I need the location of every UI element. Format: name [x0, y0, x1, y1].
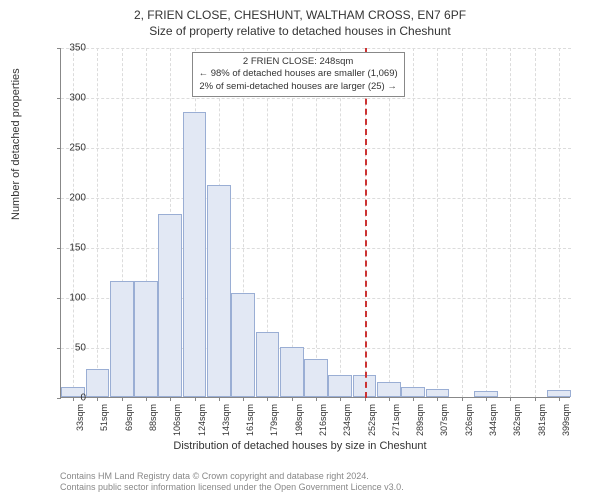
histogram-bar [207, 185, 231, 397]
annotation-line-0: 2 FRIEN CLOSE: 248sqm [199, 56, 398, 68]
xtick-mark [462, 397, 463, 401]
gridline-v [535, 48, 536, 398]
xtick-mark [292, 397, 293, 401]
xtick-mark [170, 397, 171, 401]
histogram-bar [377, 382, 401, 397]
xtick-mark [437, 397, 438, 401]
annotation-marker-line [365, 48, 367, 398]
xtick-label: 33sqm [75, 404, 85, 431]
xtick-mark [267, 397, 268, 401]
gridline-v [97, 48, 98, 398]
y-axis-label: Number of detached properties [10, 68, 22, 220]
xtick-label: 344sqm [488, 404, 498, 436]
gridline-v [437, 48, 438, 398]
xtick-mark [413, 397, 414, 401]
xtick-label: 252sqm [367, 404, 377, 436]
histogram-bar [328, 375, 352, 397]
xtick-label: 198sqm [294, 404, 304, 436]
xtick-label: 88sqm [148, 404, 158, 431]
xtick-label: 362sqm [512, 404, 522, 436]
xtick-label: 271sqm [391, 404, 401, 436]
histogram-bar [256, 332, 280, 397]
gridline-v [559, 48, 560, 398]
histogram-bar [110, 281, 134, 397]
xtick-label: 399sqm [561, 404, 571, 436]
ytick-label: 150 [56, 243, 86, 254]
histogram-bar [231, 293, 255, 397]
gridline-v [510, 48, 511, 398]
xtick-mark [219, 397, 220, 401]
ytick-label: 50 [56, 343, 86, 354]
xtick-mark [340, 397, 341, 401]
histogram-bar [280, 347, 304, 397]
xtick-label: 161sqm [245, 404, 255, 436]
xtick-mark [195, 397, 196, 401]
xtick-label: 69sqm [124, 404, 134, 431]
histogram-bar [134, 281, 158, 397]
annotation-callout-box: 2 FRIEN CLOSE: 248sqm← 98% of detached h… [192, 52, 405, 97]
gridline-v [389, 48, 390, 398]
xtick-label: 179sqm [269, 404, 279, 436]
gridline-v [316, 48, 317, 398]
gridline-v [340, 48, 341, 398]
histogram-bar [158, 214, 182, 397]
xtick-label: 234sqm [342, 404, 352, 436]
footer-line-2: Contains public sector information licen… [60, 482, 404, 494]
gridline-v [292, 48, 293, 398]
gridline-v [413, 48, 414, 398]
histogram-bar [474, 391, 498, 397]
xtick-label: 51sqm [99, 404, 109, 431]
x-axis-label: Distribution of detached houses by size … [0, 440, 600, 452]
xtick-label: 124sqm [197, 404, 207, 436]
xtick-mark [510, 397, 511, 401]
title-main: 2, FRIEN CLOSE, CHESHUNT, WALTHAM CROSS,… [0, 0, 600, 22]
ytick-label: 0 [56, 393, 86, 404]
chart-area: 2 FRIEN CLOSE: 248sqm← 98% of detached h… [60, 48, 570, 398]
annotation-line-2: 2% of semi-detached houses are larger (2… [199, 81, 398, 93]
histogram-bar [183, 112, 207, 397]
histogram-bar [304, 359, 328, 397]
xtick-label: 326sqm [464, 404, 474, 436]
ytick-label: 350 [56, 43, 86, 54]
footer-line-1: Contains HM Land Registry data © Crown c… [60, 471, 404, 483]
xtick-label: 289sqm [415, 404, 425, 436]
footer-attribution: Contains HM Land Registry data © Crown c… [60, 471, 404, 494]
xtick-mark [316, 397, 317, 401]
xtick-mark [486, 397, 487, 401]
xtick-mark [122, 397, 123, 401]
plot-region: 2 FRIEN CLOSE: 248sqm← 98% of detached h… [60, 48, 570, 398]
ytick-label: 100 [56, 293, 86, 304]
xtick-mark [243, 397, 244, 401]
histogram-bar [86, 369, 110, 397]
histogram-bar [426, 389, 450, 397]
xtick-label: 143sqm [221, 404, 231, 436]
gridline-v [486, 48, 487, 398]
xtick-mark [535, 397, 536, 401]
chart-container: 2, FRIEN CLOSE, CHESHUNT, WALTHAM CROSS,… [0, 0, 600, 500]
xtick-mark [559, 397, 560, 401]
xtick-label: 216sqm [318, 404, 328, 436]
xtick-mark [97, 397, 98, 401]
ytick-label: 300 [56, 93, 86, 104]
gridline-v [462, 48, 463, 398]
ytick-label: 250 [56, 143, 86, 154]
xtick-label: 381sqm [537, 404, 547, 436]
histogram-bar [547, 390, 571, 397]
xtick-mark [146, 397, 147, 401]
ytick-label: 200 [56, 193, 86, 204]
xtick-label: 307sqm [439, 404, 449, 436]
histogram-bar [401, 387, 425, 397]
annotation-line-1: ← 98% of detached houses are smaller (1,… [199, 68, 398, 80]
xtick-label: 106sqm [172, 404, 182, 436]
xtick-mark [389, 397, 390, 401]
title-sub: Size of property relative to detached ho… [0, 22, 600, 38]
